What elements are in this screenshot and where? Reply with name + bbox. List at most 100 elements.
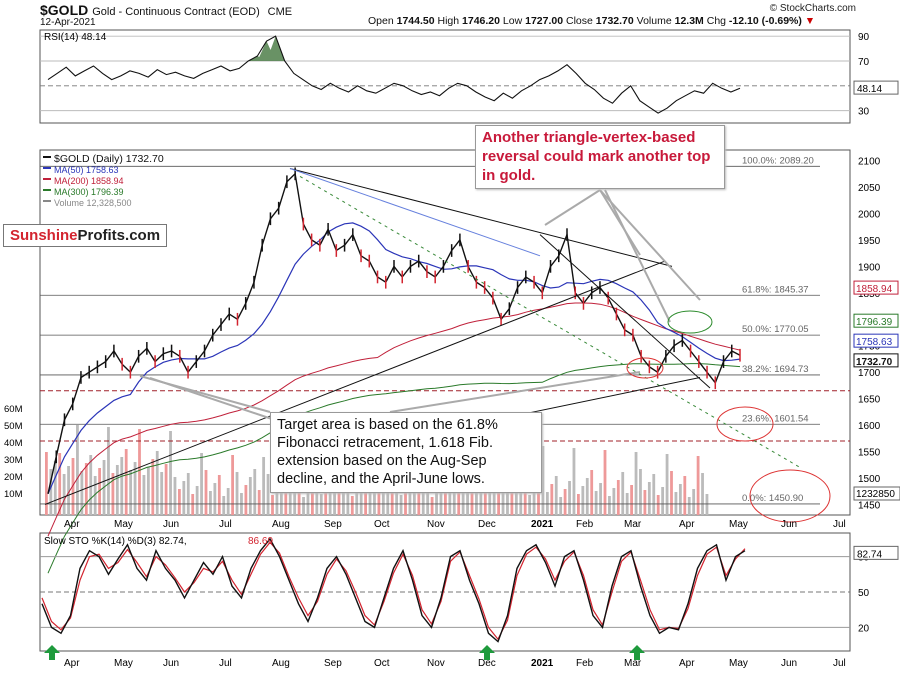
price-x-tick: May (729, 519, 748, 530)
volume-bar (426, 476, 430, 515)
volume-right-box (853, 486, 900, 501)
price-x-tick: 2021 (531, 519, 554, 530)
volume-bar (213, 483, 217, 515)
volume-bar (279, 479, 283, 515)
volume-bar (545, 492, 549, 515)
volume-bar (138, 429, 141, 515)
volume-bar (528, 495, 532, 515)
fib-label: 38.2%: 1694.73 (742, 364, 809, 375)
trendline-dotted (299, 176, 801, 468)
rsi-panel-frame (39, 29, 851, 124)
volume-bar (195, 486, 199, 515)
volume-tick-label: 30M (4, 455, 23, 466)
triangle-line (539, 234, 711, 389)
volume-bar (678, 484, 682, 515)
volume-tick-label: 20M (4, 472, 23, 483)
volume-bar (373, 485, 376, 515)
volume-bar (271, 495, 274, 515)
volume-bar (652, 474, 656, 515)
volume-bar (501, 485, 505, 515)
price-right-box (853, 333, 899, 348)
volume-bar (661, 487, 665, 515)
volume-bar (98, 468, 101, 515)
price-x-tick: Dec (478, 519, 496, 530)
volume-bar (430, 497, 434, 515)
legend-entry: MA(50) 1758.63 (54, 165, 119, 175)
annotation-pointer (149, 377, 276, 421)
volume-bar (581, 486, 585, 515)
rsi-tick-label: 30 (858, 107, 870, 118)
price-x-tick: Feb (576, 519, 594, 530)
volume-bar (120, 457, 124, 515)
ma300-line (47, 363, 741, 574)
chart-symbol-title: $GOLD Gold - Continuous Contract (EOD) CM… (40, 2, 293, 18)
price-x-tick: Nov (427, 519, 445, 530)
volume-bar (665, 454, 669, 515)
price-x-tick: Jul (219, 519, 232, 530)
volume-bar (532, 487, 536, 515)
volume-bar (470, 483, 474, 515)
price-tick-label: 1950 (858, 236, 881, 247)
volume-bar (683, 476, 687, 515)
rsi-title: RSI(14) 48.14 (44, 32, 107, 43)
volume-bar (479, 471, 483, 515)
target-annotation: Target area is based on the 61.8% Fibona… (270, 412, 542, 493)
volume-bar (266, 474, 270, 515)
volume-bar (435, 489, 438, 515)
price-x-tick: Apr (64, 519, 80, 530)
legend-entry: MA(200) 1858.94 (54, 176, 124, 186)
triangle-annotation: Another triangle-vertex-based reversal c… (475, 125, 725, 190)
vertex-ellipse (667, 310, 713, 334)
source-credit[interactable]: © StockCharts.com (769, 3, 856, 14)
price-x-tick: Jul (833, 519, 846, 530)
volume-bar (71, 458, 75, 515)
price-x-tick: Aug (272, 519, 290, 530)
volume-bar (302, 497, 305, 515)
volume-bar (164, 464, 168, 515)
volume-bar (577, 494, 580, 515)
volume-bar (364, 472, 367, 515)
volume-bar (466, 491, 469, 515)
volume-bar (643, 490, 647, 515)
stoch-x-tick: Oct (374, 658, 390, 669)
buy-arrow-icon (479, 645, 495, 660)
trendline-blue (289, 168, 541, 257)
volume-bar (107, 427, 110, 515)
stoch-x-tick: Jul (219, 658, 232, 669)
stoch-x-tick: Jun (163, 658, 179, 669)
volume-bar (226, 488, 230, 515)
volume-bar (647, 482, 651, 515)
volume-bar (554, 476, 558, 515)
stoch-title: Slow STO %K(14) %D(3) 82.74, (44, 536, 187, 547)
price-right-label: 1732.70 (856, 357, 893, 368)
volume-bar (457, 478, 461, 515)
volume-bar (656, 495, 660, 515)
fib-label: 61.8%: 1845.37 (742, 284, 809, 295)
volume-bar (129, 470, 133, 515)
volume-bar (253, 469, 257, 515)
volume-bar (452, 486, 456, 515)
rsi-last-box (853, 80, 899, 95)
volume-tick-label: 40M (4, 438, 23, 449)
ma200-line (47, 302, 741, 537)
volume-bar (594, 491, 598, 515)
volume-bar (514, 490, 518, 515)
volume-bar (399, 495, 403, 515)
volume-bar (49, 469, 53, 515)
volume-bar (404, 487, 407, 515)
rsi-last-label: 48.14 (857, 84, 882, 95)
volume-right-label: 1232850 (856, 489, 895, 500)
price-tick-label: 1600 (858, 421, 881, 432)
stoch-x-tick: Apr (64, 658, 80, 669)
price-tick-label: 1450 (858, 500, 881, 511)
volume-bar (412, 471, 416, 515)
price-tick-label: 1900 (858, 262, 881, 273)
volume-bar (687, 497, 691, 515)
volume-bar (342, 483, 345, 515)
volume-bar (350, 496, 354, 515)
stoch-x-tick: Mar (624, 658, 642, 669)
ma50-line (47, 222, 741, 495)
volume-bar (639, 469, 642, 515)
low-ellipse (626, 357, 664, 379)
price-x-tick: Jun (163, 519, 179, 530)
